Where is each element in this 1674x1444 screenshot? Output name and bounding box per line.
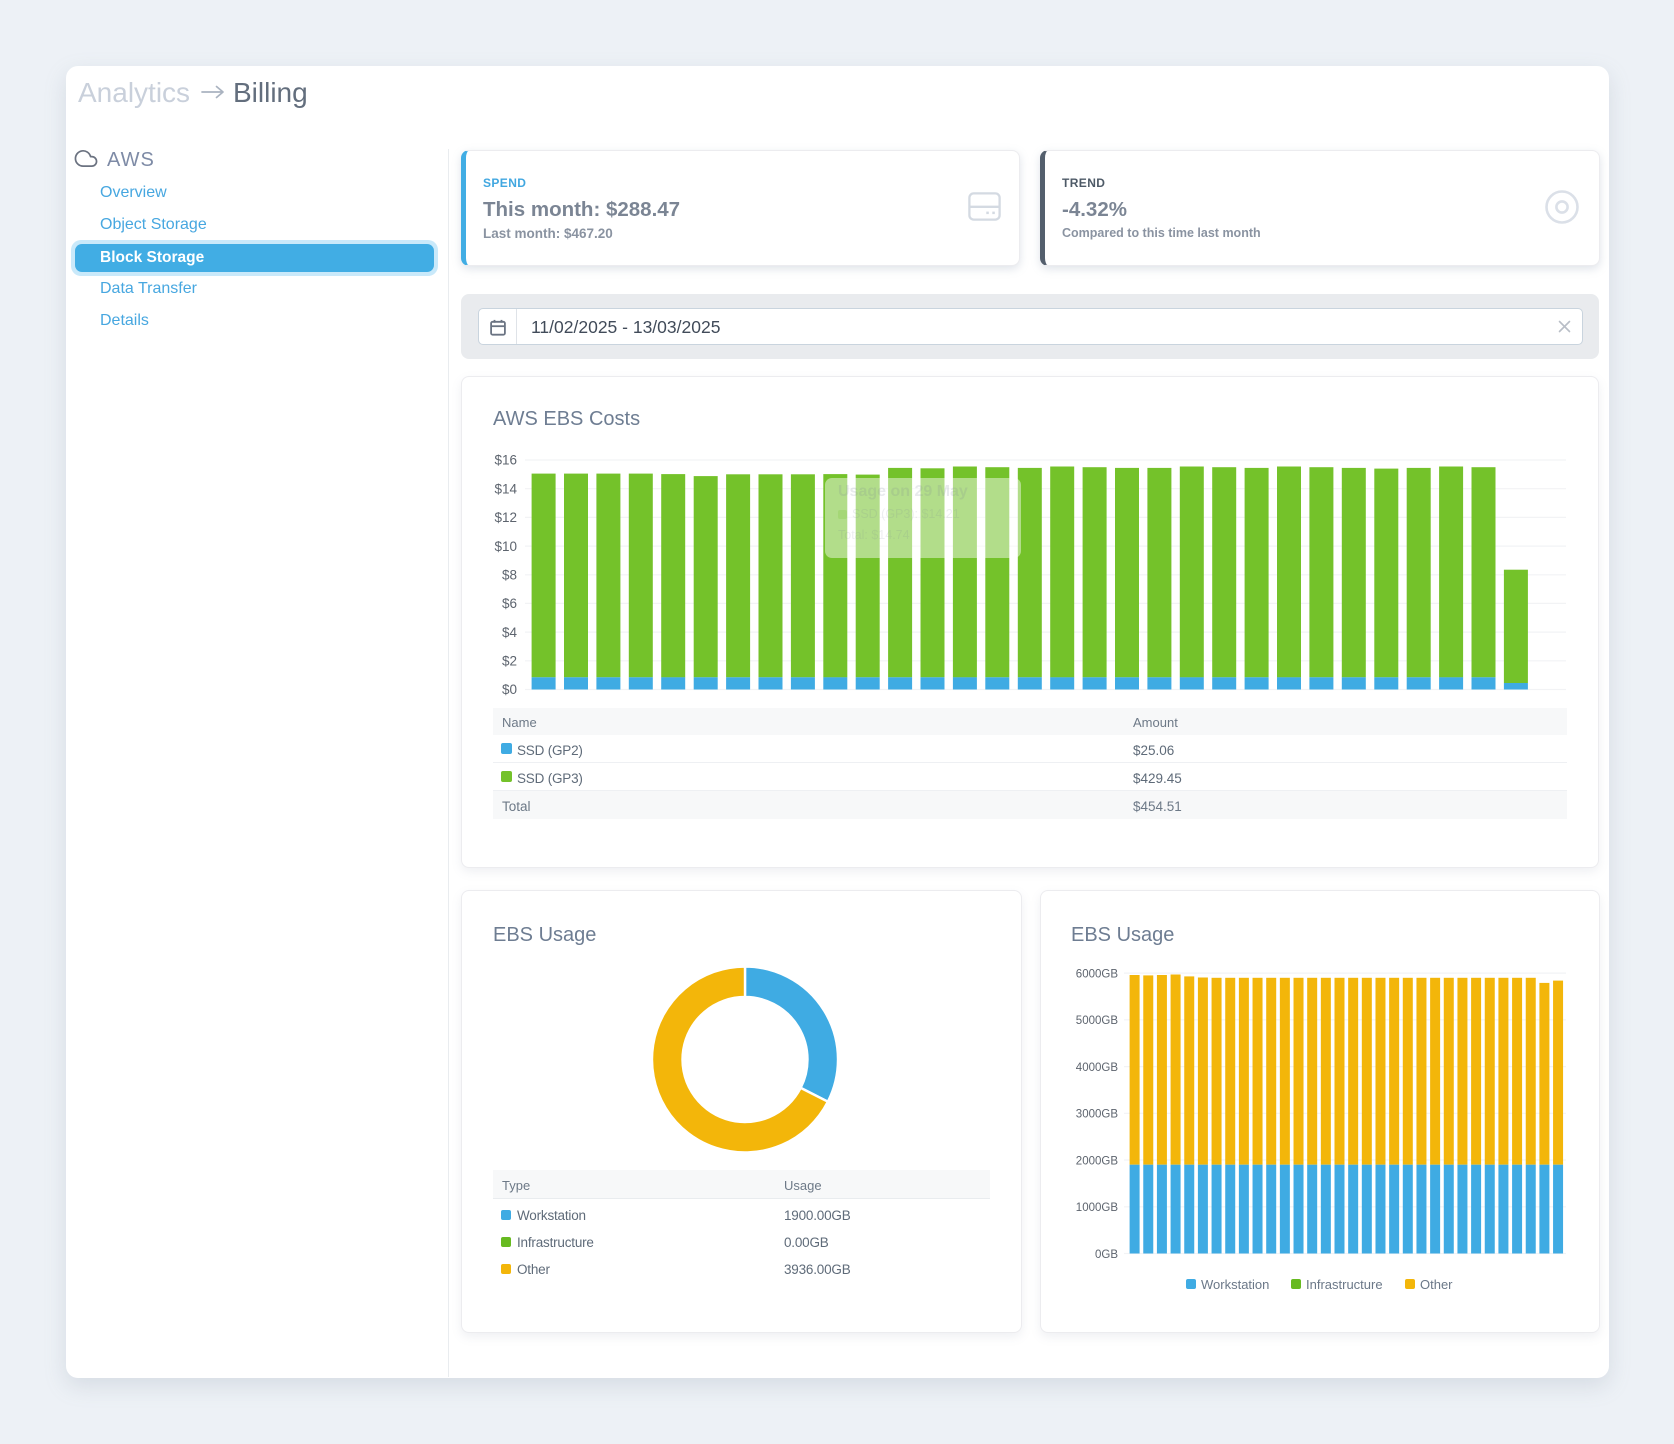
svg-text:$10: $10 [494,539,517,554]
svg-text:5000GB: 5000GB [1076,1015,1119,1027]
svg-text:6000GB: 6000GB [1076,969,1119,981]
svg-text:0GB: 0GB [1095,1249,1118,1260]
svg-text:1000GB: 1000GB [1076,1202,1119,1214]
svg-text:$16: $16 [494,453,517,468]
svg-text:$14: $14 [494,481,517,496]
svg-text:3000GB: 3000GB [1076,1109,1119,1121]
svg-text:$6: $6 [502,596,517,611]
svg-text:$4: $4 [502,625,518,640]
svg-text:$0: $0 [502,682,517,697]
svg-text:2000GB: 2000GB [1076,1155,1119,1167]
svg-text:$2: $2 [502,654,517,669]
svg-text:4000GB: 4000GB [1076,1062,1119,1074]
svg-text:$8: $8 [502,567,517,582]
svg-text:$12: $12 [494,510,517,525]
